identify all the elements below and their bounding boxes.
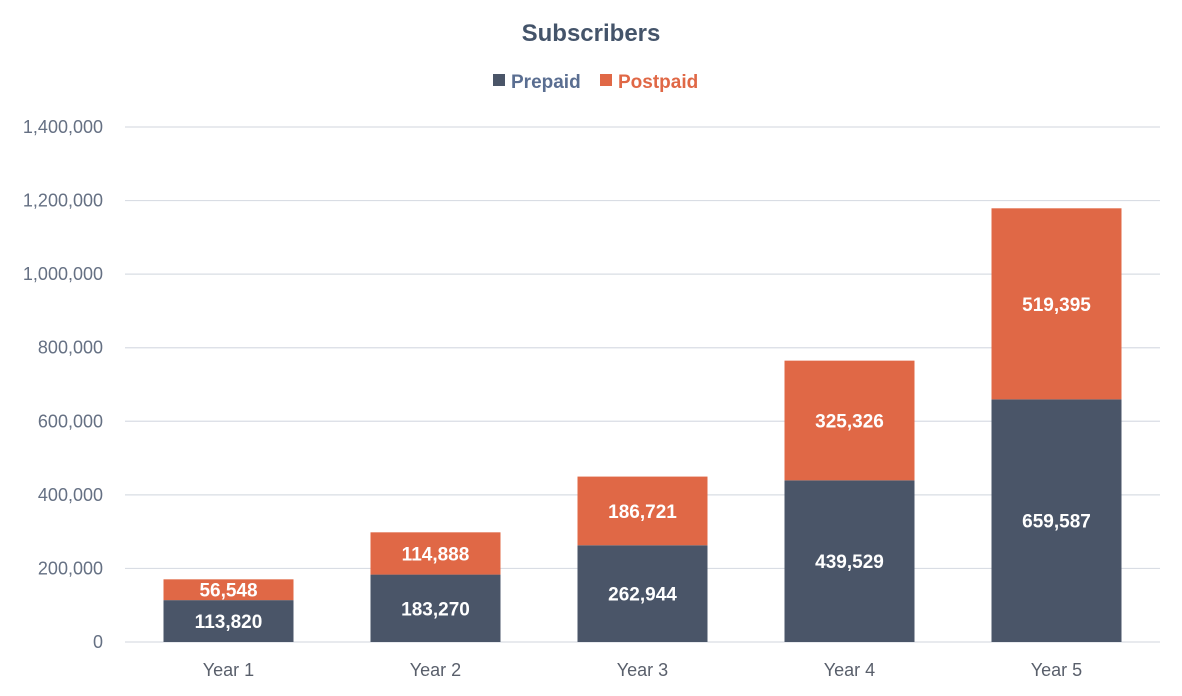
- legend-label-prepaid: Prepaid: [511, 72, 581, 93]
- bar-prepaid-1: [163, 600, 294, 642]
- x-tick-label: Year 3: [617, 660, 668, 680]
- legend: Prepaid Postpaid: [493, 72, 698, 93]
- y-tick-label: 1,400,000: [23, 117, 103, 137]
- y-tick-label: 600,000: [38, 411, 103, 431]
- bar-prepaid-5: [991, 399, 1122, 642]
- y-axis-tick-labels: 0 200,000 400,000 600,000 800,000 1,000,000 1,…: [23, 117, 103, 652]
- y-tick-label: 200,000: [38, 558, 103, 578]
- data-label-postpaid-1: 56,548: [199, 581, 257, 602]
- data-label-postpaid-5: 519,395: [1022, 295, 1091, 316]
- y-tick-label: 1,000,000: [23, 264, 103, 284]
- data-label-prepaid-1: 113,820: [195, 612, 263, 633]
- legend-swatch-prepaid: [493, 74, 505, 86]
- data-label-postpaid-3: 186,721: [608, 502, 677, 523]
- bar-postpaid-4: [784, 360, 915, 481]
- y-tick-label: 0: [93, 632, 103, 652]
- x-tick-label: Year 1: [203, 660, 254, 680]
- bar-prepaid-4: [784, 480, 915, 642]
- bar-prepaid-2: [370, 574, 501, 642]
- y-tick-label: 400,000: [38, 485, 103, 505]
- bar-postpaid-2: [370, 532, 501, 575]
- bar-prepaid-3: [577, 545, 708, 642]
- data-label-postpaid-2: 114,888: [402, 544, 470, 565]
- x-tick-label: Year 4: [824, 660, 875, 680]
- bar-postpaid-5: [991, 208, 1122, 400]
- x-tick-label: Year 2: [410, 660, 461, 680]
- bar-postpaid-3: [577, 476, 708, 546]
- data-label-prepaid-5: 659,587: [1022, 512, 1091, 533]
- legend-swatch-postpaid: [600, 74, 612, 86]
- bars: 113,820 56,548 183,270 114,888 262,944 186,72…: [163, 208, 1122, 642]
- data-label-postpaid-4: 325,326: [815, 411, 884, 432]
- x-tick-label: Year 5: [1031, 660, 1082, 680]
- legend-label-postpaid: Postpaid: [618, 72, 698, 93]
- chart-title: Subscribers: [522, 20, 661, 47]
- data-label-prepaid-4: 439,529: [815, 552, 884, 573]
- bar-postpaid-1: [163, 579, 294, 601]
- y-tick-label: 800,000: [38, 338, 103, 358]
- data-label-prepaid-2: 183,270: [401, 599, 470, 620]
- data-label-prepaid-3: 262,944: [608, 585, 677, 606]
- y-tick-label: 1,200,000: [23, 191, 103, 211]
- x-axis-tick-labels: Year 1 Year 2 Year 3 Year 4 Year 5: [203, 660, 1082, 680]
